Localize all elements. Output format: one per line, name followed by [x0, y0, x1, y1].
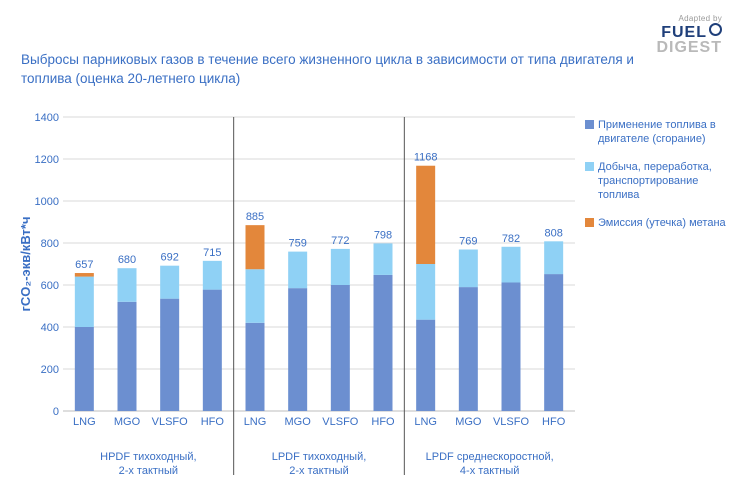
bar-segment-wtt	[74, 276, 94, 327]
bar-segment-wtt	[160, 265, 180, 299]
bar-segment-wtt	[202, 260, 222, 290]
chart-title: Выбросы парниковых газов в течение всего…	[21, 52, 634, 86]
group-label-line1: HPDF тихоходный,	[100, 451, 196, 463]
bar-segment-combustion	[330, 285, 350, 411]
bar-total-label: 885	[246, 211, 264, 223]
bar-total-label: 782	[502, 233, 520, 245]
bar-segment-combustion	[501, 282, 521, 411]
y-tick-label: 0	[53, 406, 59, 418]
group-label-line2: 4-х тактный	[460, 465, 519, 477]
bar-segment-combustion	[74, 327, 94, 411]
logo-adapted-by: Adapted by	[678, 14, 722, 23]
legend-swatch-methane	[585, 218, 594, 227]
logo-mark-icon	[709, 23, 722, 36]
bar-total-label: 772	[331, 235, 349, 247]
bar-segment-wtt	[288, 251, 308, 289]
bar-segment-wtt	[458, 249, 478, 288]
group-label-line1: LPDF среднескоростной,	[426, 451, 554, 463]
x-tick-label: LNG	[244, 416, 267, 428]
bar-total-label: 769	[459, 236, 477, 248]
legend-label-wtt: Добыча, переработка, транспортирование т…	[598, 161, 712, 201]
x-tick-label: VLSFO	[152, 416, 189, 428]
y-tick-label: 1000	[35, 196, 59, 208]
y-tick-label: 400	[41, 322, 59, 334]
x-tick-label: VLSFO	[493, 416, 530, 428]
group-label-line2: 2-х тактный	[289, 465, 348, 477]
bar-segment-wtt	[245, 269, 265, 323]
bar-total-label: 692	[160, 252, 178, 264]
bar-segment-methane	[416, 165, 436, 264]
bar-segment-wtt	[373, 243, 393, 275]
x-tick-label: MGO	[455, 416, 482, 428]
bar-total-label: 1168	[414, 152, 438, 164]
x-tick-label: MGO	[285, 416, 312, 428]
bar-segment-combustion	[416, 319, 436, 411]
bar-segment-methane	[245, 225, 265, 270]
x-tick-label: VLSFO	[322, 416, 359, 428]
x-tick-label: LNG	[73, 416, 96, 428]
bar-segment-wtt	[501, 246, 521, 283]
y-tick-label: 800	[41, 238, 59, 250]
bar-segment-combustion	[160, 298, 180, 411]
legend-label-combustion: Применение топлива в двигателе (сгорание…	[598, 119, 716, 145]
bar-segment-wtt	[330, 248, 350, 285]
legend-item-wtt: Добыча, переработка, транспортирование т…	[585, 160, 735, 202]
group-label-line2: 2-х тактный	[119, 465, 178, 477]
bar-segment-combustion	[288, 288, 308, 411]
bar-total-label: 798	[374, 229, 392, 241]
fuel-digest-logo: Adapted by FUEL DIGEST	[656, 14, 722, 56]
legend-label-methane: Эмиссия (утечка) метана	[598, 217, 726, 229]
bar-segment-wtt	[416, 264, 436, 320]
bar-total-label: 759	[288, 238, 306, 250]
bar-segment-combustion	[458, 287, 478, 411]
x-tick-label: HFO	[542, 416, 566, 428]
bar-total-label: 657	[75, 259, 93, 271]
y-axis-label: гCO₂-экв/кВт*ч	[18, 216, 33, 311]
y-tick-label: 600	[41, 280, 59, 292]
x-tick-label: LNG	[414, 416, 437, 428]
bar-segment-combustion	[202, 289, 222, 411]
logo-word-digest: DIGEST	[656, 39, 722, 56]
bar-segment-wtt	[544, 241, 564, 275]
logo-word-fuel: FUEL	[661, 24, 707, 41]
bar-total-label: 808	[544, 227, 562, 239]
x-tick-label: HFO	[371, 416, 395, 428]
legend-item-methane: Эмиссия (утечка) метана	[585, 216, 735, 230]
group-label-line1: LPDF тихоходный,	[272, 451, 367, 463]
y-tick-label: 1400	[35, 112, 59, 124]
legend-swatch-combustion	[585, 120, 594, 129]
bar-total-label: 715	[203, 247, 221, 259]
legend-item-combustion: Применение топлива в двигателе (сгорание…	[585, 118, 735, 146]
bar-segment-combustion	[544, 274, 564, 411]
chart-legend: Применение топлива в двигателе (сгорание…	[585, 118, 735, 244]
bar-segment-combustion	[245, 322, 265, 411]
x-tick-label: HFO	[201, 416, 225, 428]
bar-segment-combustion	[373, 274, 393, 411]
bar-total-label: 680	[118, 254, 136, 266]
bar-segment-methane	[74, 273, 94, 277]
y-tick-label: 200	[41, 364, 59, 376]
x-tick-label: MGO	[114, 416, 141, 428]
y-tick-label: 1200	[35, 154, 59, 166]
bar-segment-combustion	[117, 301, 137, 411]
bar-segment-wtt	[117, 268, 137, 302]
legend-swatch-wtt	[585, 162, 594, 171]
